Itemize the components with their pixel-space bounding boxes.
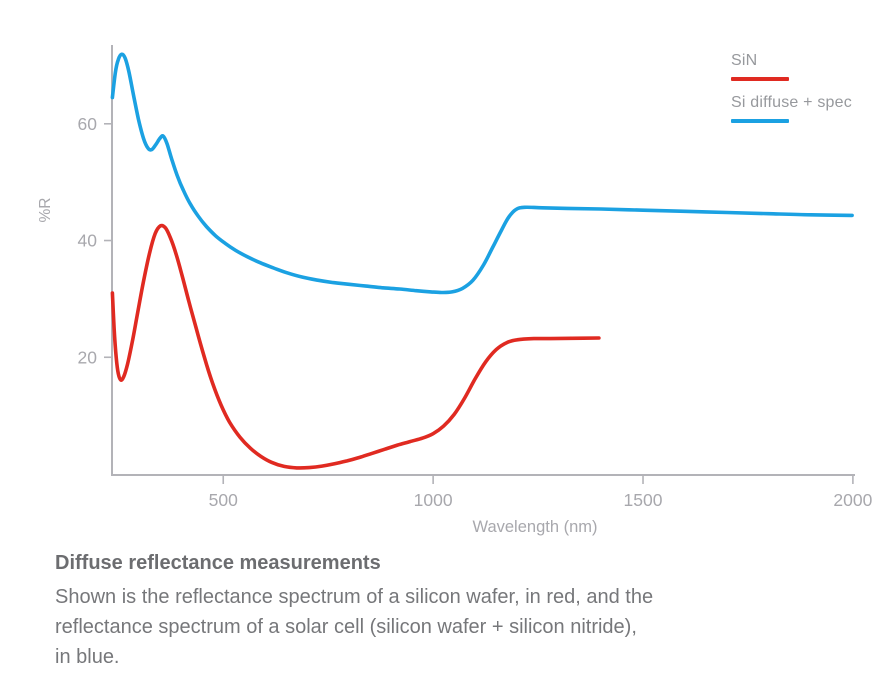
legend-label-sin: SiN [731,52,758,69]
legend-line-red [731,77,789,81]
sin-curve [110,223,601,470]
legend-item-sin: SiN [731,52,852,81]
caption-text-line: reflectance spectrum of a solar cell (si… [55,616,637,638]
caption-title: Diffuse reflectance measurements [55,552,381,574]
x-tick-label: 500 [209,490,238,510]
legend-label-si-diffuse-spec: Si diffuse + spec [731,94,852,111]
si-diffuse-spec-curve [110,52,854,295]
figure-caption: Diffuse reflectance measurements Shown i… [55,552,695,672]
y-tick-label: 60 [78,114,98,134]
caption-text-line: in blue. [55,646,120,668]
y-tick-label: 40 [78,231,98,251]
chart-ticks: 500 1000 1500 2000 20 40 60 [78,114,873,510]
chart-legend: SiN Si diffuse + spec [731,52,852,136]
y-tick-label: 20 [78,347,98,367]
reflectance-chart: 500 1000 1500 2000 20 40 60 Wavelength (nm) %R [37,45,873,536]
legend-line-blue [731,119,789,123]
y-axis-title: %R [37,198,54,223]
legend-item-si-diffuse-spec: Si diffuse + spec [731,94,852,123]
chart-axes [111,45,855,476]
x-axis-title: Wavelength (nm) [472,518,597,536]
x-tick-label: 2000 [833,490,872,510]
x-tick-label: 1500 [624,490,663,510]
caption-text-line: Shown is the reflectance spectrum of a s… [55,586,654,608]
x-tick-label: 1000 [414,490,453,510]
